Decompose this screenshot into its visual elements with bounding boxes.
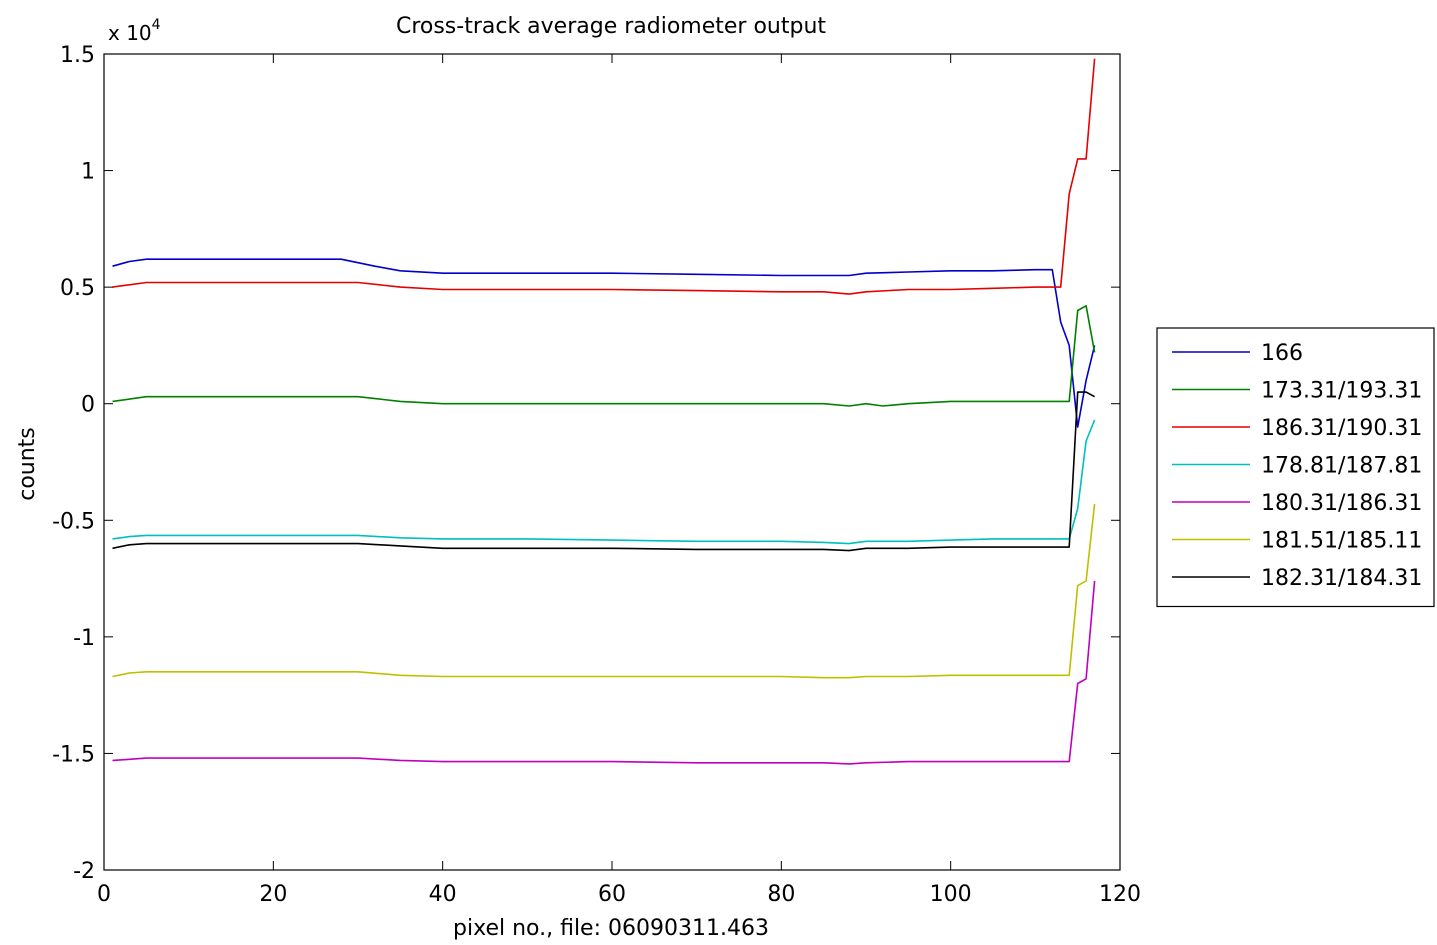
- series-line: [112, 304, 1096, 407]
- plot-area: [103, 53, 1121, 871]
- y-tick-label: -1.5: [52, 742, 95, 767]
- chart-title: Cross-track average radiometer output: [396, 14, 826, 39]
- x-axis-label: pixel no., file: 06090311.463: [453, 916, 769, 941]
- legend-entry: 186.31/190.31: [1261, 416, 1422, 441]
- x-tick-label: 60: [598, 882, 626, 907]
- y-axis-multiplier-base: x 10: [108, 21, 152, 45]
- legend-entry: 182.31/184.31: [1261, 566, 1422, 591]
- legend-entry: 178.81/187.81: [1261, 454, 1422, 479]
- y-tick-label: 1.5: [60, 43, 95, 68]
- x-tick-label: 120: [1099, 882, 1141, 907]
- y-tick-label: -2: [73, 859, 95, 884]
- y-tick-label: 0.5: [60, 276, 95, 301]
- legend-box: [1156, 327, 1435, 608]
- y-tick-label: -0.5: [52, 509, 95, 534]
- y-axis-multiplier-exponent: 4: [152, 17, 161, 33]
- y-tick-label: 1: [81, 160, 95, 185]
- series-line: [112, 58, 1096, 295]
- legend-entry: 166: [1261, 341, 1303, 366]
- series-line: [112, 580, 1096, 765]
- x-tick-label: 0: [97, 882, 111, 907]
- series-line: [112, 258, 1096, 428]
- series-line: [112, 419, 1096, 545]
- y-tick-label: 0: [81, 393, 95, 418]
- x-tick-label: 20: [259, 882, 287, 907]
- x-tick-label: 100: [930, 882, 972, 907]
- x-tick-label: 40: [429, 882, 457, 907]
- series-layer: [112, 58, 1096, 765]
- series-line: [112, 503, 1096, 679]
- y-axis-multiplier: x 104: [108, 17, 161, 45]
- y-tick-label: -1: [73, 626, 95, 651]
- axis-ticks: 0 20 40 60 80 100 120 1.5 1 0.5 0 -0.5 -1 -1.5 -2: [52, 43, 1141, 907]
- legend-entry: 180.31/186.31: [1261, 491, 1422, 516]
- legend: 166 173.31/193.31 186.31/190.31 178.81/187.…: [1156, 327, 1435, 608]
- legend-entry: 181.51/185.11: [1261, 529, 1422, 554]
- y-axis-label: counts: [15, 427, 40, 501]
- legend-entry: 173.31/193.31: [1261, 379, 1422, 404]
- x-tick-label: 80: [767, 882, 795, 907]
- series-line: [112, 391, 1095, 552]
